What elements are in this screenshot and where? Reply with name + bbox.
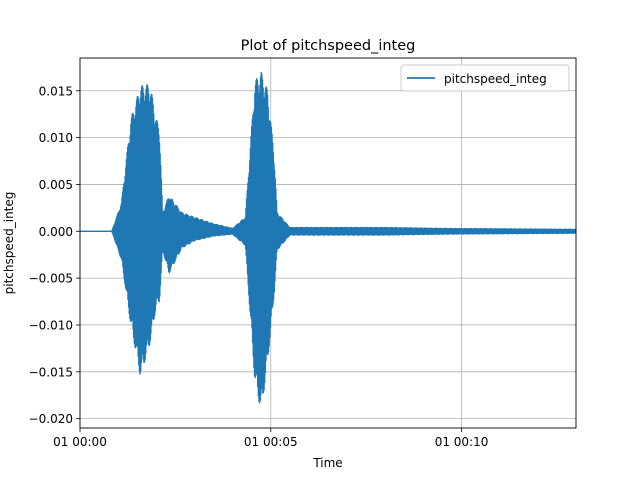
x-axis-label: Time: [312, 456, 342, 470]
x-tick-label: 01 00:10: [435, 435, 489, 449]
y-tick-label: −0.015: [29, 365, 73, 379]
series-layer: [79, 71, 577, 404]
y-tick-label: 0.000: [39, 225, 73, 239]
x-axis-ticks: 01 00:00 01 00:05 01 00:10: [53, 428, 488, 449]
y-tick-label: −0.005: [29, 272, 73, 286]
series-line: [79, 71, 577, 404]
legend: pitchspeed_integ: [400, 64, 570, 92]
y-tick-label: −0.020: [29, 412, 73, 426]
x-tick-label: 01 00:00: [53, 435, 107, 449]
legend-label: pitchspeed_integ: [444, 72, 547, 86]
y-tick-label: −0.010: [29, 318, 73, 332]
plot-frame: [79, 57, 577, 429]
x-tick-label: 01 00:05: [244, 435, 298, 449]
y-tick-label: 0.015: [39, 84, 73, 98]
y-tick-label: 0.005: [39, 178, 73, 192]
chart-title: Plot of pitchspeed_integ: [241, 38, 416, 54]
y-tick-label: 0.010: [39, 131, 73, 145]
legend-box: [400, 64, 570, 92]
y-axis-ticks: −0.020 −0.015 −0.010 −0.005 0.000 0.005 0.010 0…: [29, 84, 80, 426]
y-axis-label: pitchspeed_integ: [2, 192, 16, 295]
